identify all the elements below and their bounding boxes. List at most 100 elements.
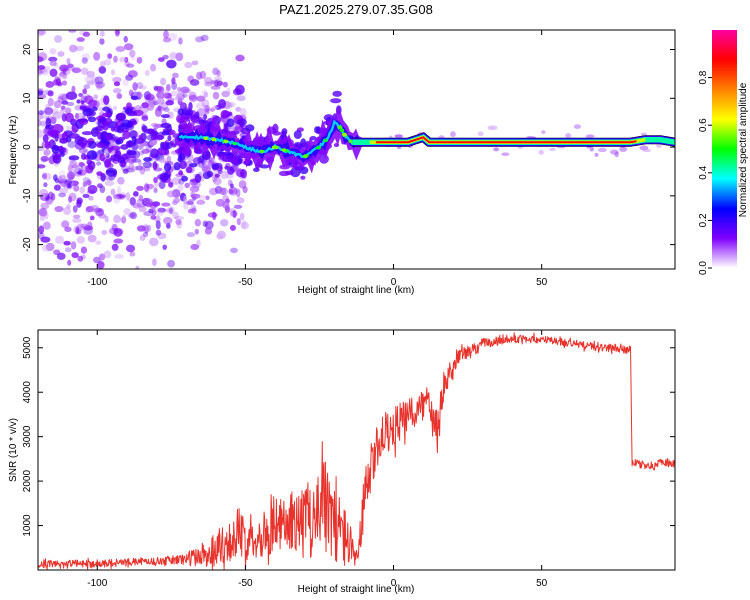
spectrogram-blob	[163, 30, 169, 39]
spectrogram-blob	[235, 54, 245, 62]
spectrogram-blob	[92, 256, 101, 264]
spectrogram-blob	[109, 5, 116, 11]
spectrogram-blob	[76, 99, 81, 104]
snr-series-line	[38, 332, 675, 570]
spectrogram-blob	[394, 134, 404, 139]
spectrogram-blob	[81, 131, 93, 136]
spectrogram-blob	[48, 274, 55, 282]
ridge-highlight	[259, 149, 265, 154]
spectrogram-blob	[58, 174, 67, 183]
spectrogram-blob	[41, 309, 48, 318]
spectrogram-blob	[642, 148, 652, 153]
spectrogram-blob	[166, 190, 177, 198]
spectrogram-blob	[114, 253, 124, 259]
spectrogram-blob	[73, 184, 80, 192]
spectrogram-blob	[82, 193, 90, 199]
spectrogram-blob	[113, 238, 124, 244]
spectrogram-blob	[153, 167, 163, 172]
spectrogram-x-tick-label: -100	[87, 277, 107, 288]
spectrogram-blob	[116, 112, 127, 122]
spectrogram-blob	[228, 186, 238, 196]
spectrogram-blob	[86, 70, 95, 78]
snr-y-ticks: 1000 2000 3000 4000 5000	[22, 336, 675, 537]
spectrogram-blob	[42, 221, 51, 230]
spectrogram-blob	[138, 194, 144, 202]
spectrogram-blob	[190, 191, 195, 198]
spectrogram-blob	[128, 162, 135, 171]
spectrogram-blob	[144, 69, 150, 77]
spectrogram-blob	[226, 102, 233, 108]
spectrogram-blob	[235, 106, 242, 112]
spectrogram-blob	[167, 205, 176, 215]
spectrogram-blob	[171, 143, 177, 148]
spectrogram-blob	[162, 173, 171, 179]
colorbar-tick-label: 0.4	[698, 165, 709, 179]
spectrogram-blob	[493, 147, 500, 152]
spectrogram-blob	[258, 164, 270, 169]
spectrogram-blob	[126, 110, 138, 117]
spectrogram-blob	[52, 108, 59, 115]
spectrogram-blob	[230, 247, 238, 254]
spectrogram-blob	[171, 77, 176, 85]
spectrogram-blob	[67, 30, 77, 33]
spectrogram-blob	[101, 134, 106, 144]
spectrogram-blob	[226, 87, 231, 95]
spectrogram-blob	[126, 150, 137, 156]
spectrogram-blob	[186, 232, 196, 238]
spectrogram-blob	[200, 34, 209, 42]
spectrogram-blob	[91, 76, 100, 85]
spectrogram-blob	[49, 68, 58, 77]
spectrogram-blob	[585, 134, 595, 139]
spectrogram-blob	[172, 72, 179, 79]
spectrogram-blob	[201, 99, 210, 108]
snr-frame	[37, 329, 676, 571]
spectrogram-blob	[549, 147, 556, 152]
spectrogram-blob	[49, 60, 57, 67]
spectrogram-blob	[178, 37, 183, 45]
spectrogram-blob	[183, 195, 188, 205]
spectrogram-blob	[53, 184, 61, 191]
spectrogram-blob	[77, 255, 84, 262]
spectrogram-blob	[204, 104, 210, 113]
spectrogram-blob	[204, 227, 213, 235]
spectrogram-blob	[135, 91, 143, 98]
spectrogram-blob	[136, 185, 144, 191]
spectrogram-blob	[155, 207, 165, 216]
spectrogram-blob	[105, 167, 118, 177]
spectrogram-blob	[48, 56, 58, 62]
spectrogram-blob	[113, 228, 123, 237]
ridge-highlight	[281, 148, 287, 152]
spectrogram-blob	[95, 81, 105, 89]
spectrogram-blob	[589, 146, 594, 152]
spectrogram-blob	[43, 89, 53, 96]
spectrogram-blob	[136, 82, 144, 89]
spectrogram-blob	[107, 53, 113, 59]
spectrogram-blob	[160, 90, 169, 98]
spectrogram-blob	[121, 289, 128, 298]
spectrogram-blob	[194, 228, 199, 235]
spectrogram-blob	[203, 91, 209, 98]
spectrogram-blob	[110, 153, 123, 162]
spectrogram-blob	[68, 133, 80, 139]
spectrogram-blob	[54, 76, 60, 85]
spectrogram-blob	[233, 187, 238, 194]
spectrogram-blob	[124, 43, 134, 51]
spectrogram-blob	[113, 195, 121, 204]
spectrogram-ridge	[174, 105, 675, 174]
colorbar-tick-label: 0.2	[698, 213, 709, 227]
snr-x-ticks: -100 -50 0 50	[87, 330, 548, 589]
spectrogram-blob	[64, 247, 72, 253]
spectrogram-blob	[44, 107, 54, 115]
spectrogram-blob	[640, 132, 647, 136]
spectrogram-blob	[44, 124, 55, 130]
ridge-highlight	[302, 154, 308, 159]
spectrogram-blob	[69, 160, 78, 166]
spectrogram-blob	[137, 150, 145, 156]
spectrogram-blob	[53, 62, 59, 68]
spectrogram-blob	[153, 176, 158, 184]
spectrogram-blob	[541, 130, 546, 134]
spectrogram-blob	[41, 0, 50, 4]
spectrogram-blob	[104, 215, 109, 223]
spectrogram-blob	[56, 252, 66, 260]
spectrogram-blob	[96, 83, 103, 90]
